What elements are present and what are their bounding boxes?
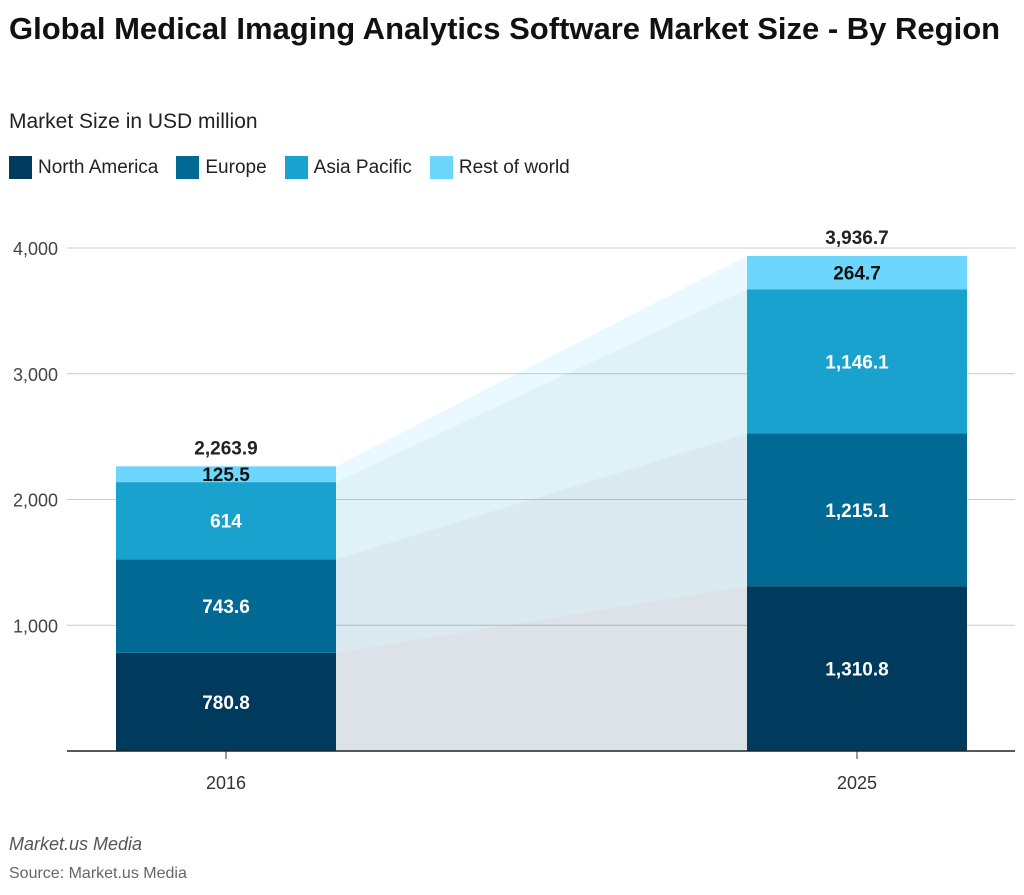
legend-item: Asia Pacific — [284, 156, 412, 179]
brand-label: Market.us Media — [9, 834, 143, 854]
total-label: 2,263.9 — [194, 438, 257, 459]
legend-label: North America — [38, 156, 159, 178]
legend-item: North America — [9, 156, 158, 179]
y-tick-label: 2,000 — [13, 491, 58, 511]
connector-area — [336, 289, 747, 560]
legend-swatch — [284, 156, 308, 179]
data-label: 125.5 — [202, 465, 250, 486]
legend-item: Europe — [176, 156, 267, 179]
data-label: 1,310.8 — [825, 660, 888, 681]
data-label: 1,215.1 — [825, 501, 889, 522]
chart-subtitle: Market Size in USD million — [9, 110, 258, 133]
x-tick-label: 2016 — [206, 773, 246, 793]
bar-segment — [116, 559, 336, 653]
bar-segment — [747, 586, 967, 751]
chart-title: Global Medical Imaging Analytics Softwar… — [9, 11, 1001, 46]
bar-segment — [116, 482, 336, 560]
legend-swatch — [176, 156, 200, 179]
y-tick-label: 1,000 — [13, 616, 58, 636]
bar-segment — [747, 255, 967, 290]
data-label: 1,146.1 — [825, 352, 889, 373]
connector-area — [336, 433, 747, 653]
legend-label: Asia Pacific — [313, 156, 412, 178]
legend-swatch — [9, 156, 32, 179]
legend-label: Rest of world — [458, 156, 570, 178]
connector-area — [336, 586, 747, 751]
total-label: 3,936.7 — [825, 228, 888, 249]
bar-segment — [116, 652, 336, 751]
data-label: 264.7 — [833, 264, 881, 285]
source-label: Source: Market.us Media — [9, 865, 187, 882]
connector-area — [336, 255, 747, 483]
data-label: 743.6 — [202, 597, 250, 618]
x-tick-label: 2025 — [837, 773, 877, 793]
data-label: 614 — [210, 512, 242, 533]
legend: North America Europe Asia Pacific Rest of w… — [9, 156, 570, 179]
bar-segment — [747, 433, 967, 587]
bar-segment — [747, 289, 967, 434]
legend-label: Europe — [205, 156, 267, 178]
y-tick-label: 3,000 — [13, 365, 58, 385]
bar-segment — [116, 466, 336, 483]
y-tick-label: 4,000 — [13, 239, 58, 259]
legend-swatch — [429, 156, 453, 179]
data-label: 780.8 — [202, 693, 250, 714]
legend-item: Rest of world — [429, 156, 570, 179]
